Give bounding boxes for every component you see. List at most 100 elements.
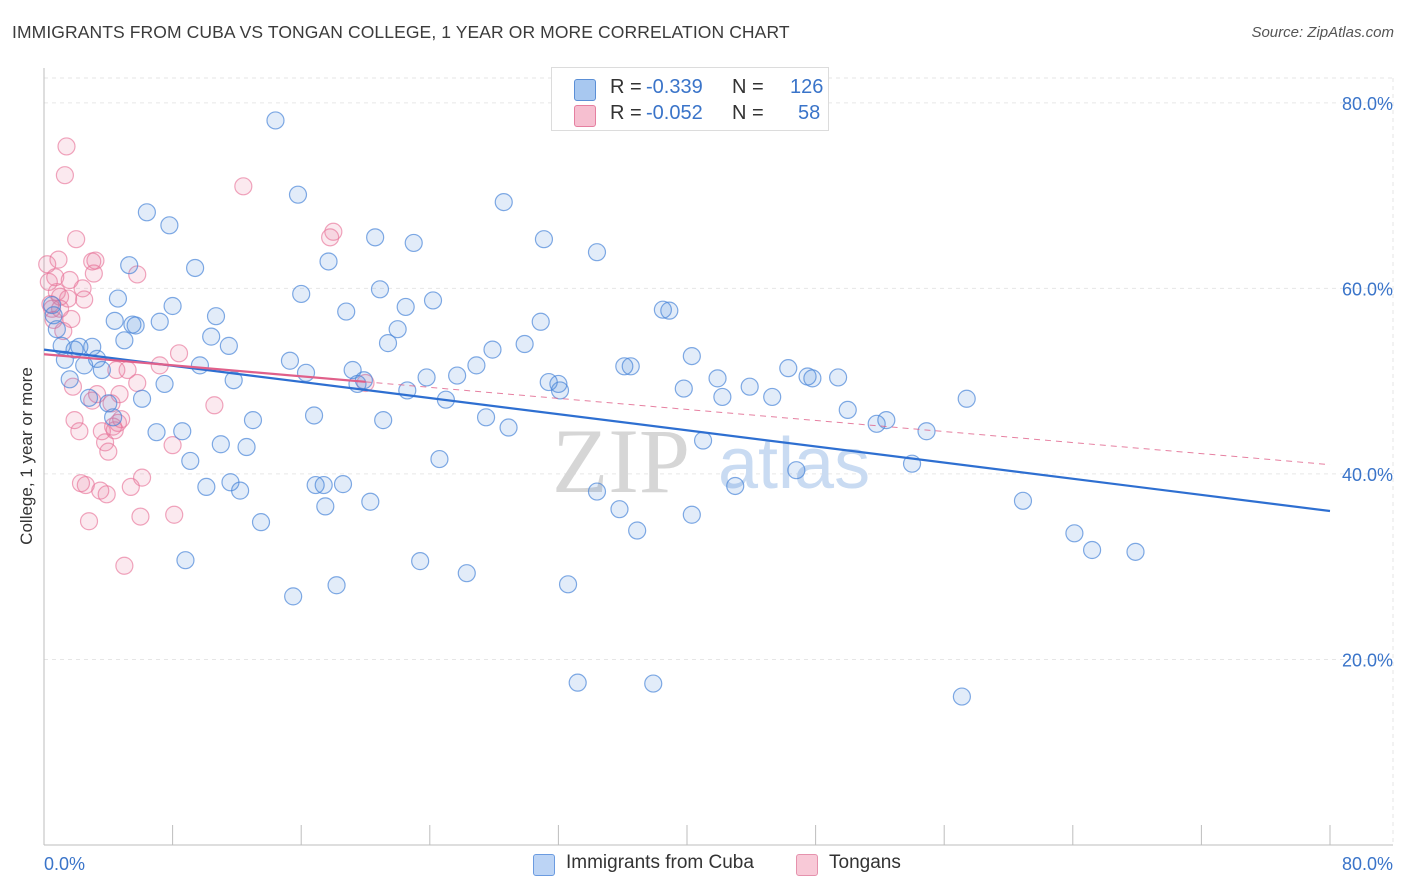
point-cuba (370, 280, 390, 299)
point-cuba (448, 366, 467, 385)
point-tongans (46, 268, 65, 287)
legend-r-value-cuba: -0.339 (646, 76, 703, 98)
legend-n-label: N = (732, 102, 764, 124)
legend-r-label: R = (610, 102, 642, 124)
point-cuba (160, 216, 179, 235)
trend-line-tongans-solid (43, 353, 366, 383)
point-cuba (115, 331, 134, 350)
point-cuba (202, 327, 221, 346)
legend-swatch-tongans (574, 105, 596, 127)
point-cuba (173, 422, 192, 441)
point-tongans (234, 177, 253, 196)
point-cuba (1082, 540, 1102, 560)
point-cuba (531, 312, 550, 331)
point-tongans (324, 222, 343, 241)
point-cuba (137, 203, 156, 222)
point-cuba (457, 564, 476, 583)
point-cuba (787, 461, 806, 480)
point-cuba (430, 449, 449, 469)
point-cuba (132, 389, 152, 408)
point-cuba (374, 411, 393, 430)
point-cuba (181, 451, 200, 471)
source-label: Source: ZipAtlas.com (1251, 24, 1394, 41)
point-cuba (366, 228, 385, 247)
point-cuba (296, 363, 316, 382)
axes (43, 68, 1393, 846)
point-cuba (550, 381, 570, 400)
point-cuba (378, 334, 398, 353)
point-cuba (682, 505, 701, 524)
point-tongans (131, 507, 150, 526)
point-cuba (292, 284, 311, 304)
point-cuba (70, 337, 89, 356)
point-cuba (47, 320, 66, 339)
point-cuba (628, 521, 647, 540)
point-cuba (99, 394, 118, 413)
point-cuba (186, 258, 205, 278)
legend-swatch-cuba (574, 79, 596, 101)
point-cuba (333, 475, 353, 494)
point-tongans (165, 505, 184, 524)
legend-r-label: R = (610, 76, 642, 98)
point-tongans (57, 137, 76, 156)
point-cuba (163, 296, 182, 316)
legend-n-value-tongans: 58 (798, 102, 821, 124)
point-tongans (132, 468, 152, 487)
point-tongans (115, 556, 134, 575)
point-cuba (693, 431, 713, 450)
point-cuba (337, 302, 356, 321)
y-tick-label: 80.0% (1342, 94, 1393, 114)
point-cuba (288, 185, 308, 204)
point-cuba (197, 477, 216, 497)
point-tongans (49, 250, 68, 269)
point-tongans (59, 289, 78, 308)
point-cuba (327, 576, 346, 595)
point-cuba (587, 243, 607, 262)
point-cuba (615, 357, 634, 376)
x-tick-label-min: 0.0% (44, 854, 85, 874)
legend-r-value-tongans: -0.052 (646, 102, 703, 124)
point-cuba (79, 388, 99, 407)
point-cuba (674, 379, 693, 398)
point-tongans (92, 422, 111, 441)
point-cuba (284, 587, 303, 606)
point-cuba (713, 387, 732, 407)
point-cuba (206, 307, 226, 326)
point-cuba (219, 336, 238, 355)
point-cuba (779, 359, 798, 378)
point-cuba (917, 422, 936, 441)
point-tongans (128, 373, 147, 393)
point-cuba (740, 377, 759, 396)
point-cuba (708, 369, 727, 388)
point-tongans (205, 396, 224, 415)
point-cuba (682, 346, 701, 366)
point-tongans (55, 166, 74, 185)
point-cuba (266, 111, 285, 130)
point-cuba (483, 340, 502, 359)
point-cuba (190, 356, 210, 375)
x-tick-label-max: 80.0% (1342, 854, 1393, 874)
point-cuba (423, 291, 443, 310)
point-cuba (867, 414, 886, 433)
point-cuba (515, 334, 534, 354)
trend-line-tongans-dashed (365, 381, 1331, 466)
point-tongans (38, 255, 57, 274)
point-cuba (237, 437, 256, 457)
point-tongans (169, 344, 189, 363)
point-cuba (587, 482, 607, 501)
chart-title: IMMIGRANTS FROM CUBA VS TONGAN COLLEGE, … (12, 22, 790, 42)
legend-n-label: N = (732, 76, 764, 98)
point-cuba (314, 475, 333, 495)
point-cuba (44, 306, 63, 325)
point-tongans (70, 422, 89, 441)
point-cuba (558, 575, 578, 594)
y-tick-label: 20.0% (1342, 650, 1393, 670)
point-tongans (97, 485, 116, 504)
point-cuba (829, 368, 848, 387)
point-cuba (1126, 542, 1145, 561)
point-cuba (243, 411, 263, 430)
point-cuba (476, 408, 496, 427)
point-cuba (621, 357, 640, 376)
point-cuba (763, 387, 782, 407)
